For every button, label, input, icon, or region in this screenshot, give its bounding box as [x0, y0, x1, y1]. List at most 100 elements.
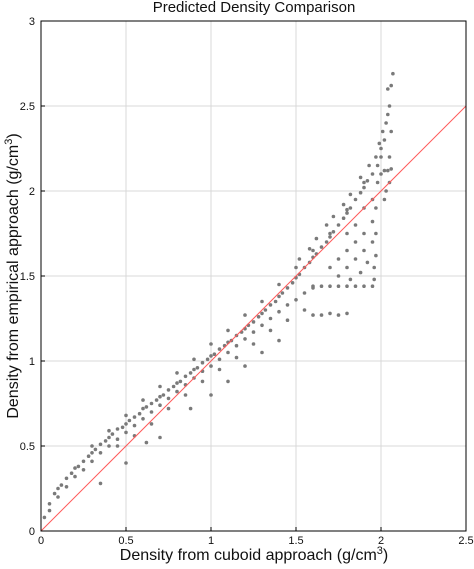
y-tick-label: 1: [29, 356, 35, 368]
scatter-point: [226, 328, 230, 333]
scatter-point: [144, 440, 149, 445]
scatter-point: [226, 379, 230, 384]
scatter-point: [132, 415, 137, 419]
scatter-point: [345, 231, 349, 236]
scatter-point: [93, 447, 98, 452]
y-tick-label: 1.5: [20, 271, 35, 283]
scatter-point: [107, 444, 111, 448]
scatter-point: [226, 350, 230, 355]
scatter-point: [391, 71, 395, 76]
scatter-point: [120, 425, 125, 430]
scatter-point: [251, 320, 256, 324]
scatter-point: [277, 309, 281, 314]
chart-title: Predicted Density Comparison: [153, 0, 356, 16]
scatter-point: [217, 357, 222, 362]
scatter-point: [166, 406, 171, 411]
scatter-point: [285, 286, 290, 290]
scatter-point: [280, 291, 285, 295]
scatter-point: [372, 265, 377, 270]
scatter-point: [154, 398, 159, 402]
scatter-point: [331, 214, 336, 219]
y-tick-label: 2: [29, 186, 35, 198]
scatter-point: [336, 223, 341, 227]
scatter-point: [328, 311, 332, 316]
scatter-point: [107, 428, 111, 433]
scatter-point: [386, 168, 390, 173]
scatter-point: [336, 284, 341, 289]
y-tick-label: 0.5: [20, 441, 35, 453]
scatter-point: [64, 476, 69, 481]
scatter-point: [268, 303, 273, 307]
scatter-point: [365, 260, 370, 265]
scatter-point: [158, 435, 162, 440]
scatter-point: [362, 180, 366, 185]
scatter-point: [260, 299, 264, 304]
scatter-point: [362, 231, 366, 236]
grid: [40, 20, 467, 532]
scatter-point: [336, 313, 341, 317]
scatter-point: [311, 248, 315, 253]
scatter-point: [42, 515, 47, 520]
scatter-point: [328, 235, 332, 239]
scatter-point: [81, 468, 86, 472]
scatter-point: [124, 461, 128, 465]
scatter-point: [209, 354, 213, 358]
scatter-point: [124, 413, 128, 418]
scatter-point: [375, 180, 380, 185]
scatter-point: [188, 406, 193, 411]
scatter-point: [73, 466, 77, 470]
scatter-point: [158, 384, 162, 389]
scatter-point: [149, 410, 154, 414]
scatter-point: [73, 474, 77, 479]
scatter-point: [297, 257, 302, 261]
scatter-point: [56, 495, 60, 499]
scatter-point: [69, 471, 74, 476]
scatter-point: [277, 294, 281, 299]
scatter-point: [374, 231, 378, 236]
scatter-point: [319, 284, 324, 289]
scatter-point: [195, 366, 200, 370]
scatter-point: [64, 485, 69, 489]
scatter-point: [209, 393, 213, 397]
scatter-point: [345, 265, 349, 270]
scatter-point: [380, 129, 385, 134]
scatter-point: [98, 442, 103, 447]
scatter-point: [353, 197, 358, 202]
scatter-point: [260, 311, 264, 316]
scatter-point: [319, 313, 324, 317]
scatter-point: [341, 216, 346, 220]
scatter-point: [268, 328, 273, 333]
scatter-point: [311, 284, 315, 289]
scatter-point: [76, 464, 81, 469]
scatter-point: [353, 240, 358, 244]
scatter-point: [358, 190, 363, 195]
scatter-point: [86, 454, 91, 459]
scatter-point: [370, 240, 375, 244]
scatter-point: [149, 422, 154, 426]
scatter-point: [141, 398, 145, 402]
scatter-points: [42, 71, 395, 520]
scatter-point: [243, 313, 247, 317]
scatter-point: [377, 141, 382, 146]
scatter-point: [141, 417, 145, 421]
scatter-point: [268, 316, 273, 321]
scatter-point: [386, 87, 390, 91]
scatter-point: [166, 388, 171, 392]
scatter-point: [387, 155, 392, 159]
scatter-point: [345, 211, 349, 215]
scatter-point: [200, 379, 205, 384]
scatter-point: [81, 459, 86, 464]
scatter-point: [115, 444, 120, 448]
scatter-point: [212, 352, 217, 357]
x-axis-label: Density from cuboid approach (g/cm3): [120, 545, 388, 564]
scatter-point: [149, 401, 154, 406]
scatter-point: [90, 459, 94, 464]
scatter-point: [166, 396, 171, 401]
scatter-point: [243, 337, 247, 341]
scatter-point: [209, 364, 213, 368]
scatter-point: [178, 379, 183, 384]
scatter-point: [353, 284, 358, 289]
scatter-point: [311, 313, 315, 317]
scatter-point: [358, 175, 363, 180]
